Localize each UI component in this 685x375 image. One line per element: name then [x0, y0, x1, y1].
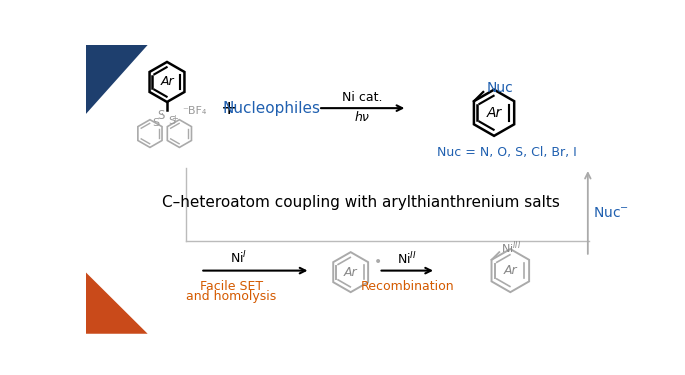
Text: Nuc: Nuc — [487, 81, 514, 95]
Text: Recombination: Recombination — [360, 279, 454, 292]
Polygon shape — [492, 249, 529, 292]
Text: Ni$^{I}$: Ni$^{I}$ — [230, 250, 248, 267]
Text: Ar: Ar — [486, 106, 501, 120]
Polygon shape — [86, 272, 148, 334]
Text: Nucleophiles: Nucleophiles — [223, 100, 321, 116]
Text: Nuc$^{-}$: Nuc$^{-}$ — [593, 206, 630, 220]
Text: and homolysis: and homolysis — [186, 290, 277, 303]
Text: S: S — [168, 116, 175, 126]
Text: hν: hν — [355, 111, 370, 124]
Polygon shape — [149, 62, 184, 102]
Text: C–heteroatom coupling with arylthianthrenium salts: C–heteroatom coupling with arylthianthre… — [162, 195, 560, 210]
Text: Ni$^{III}$: Ni$^{III}$ — [501, 239, 521, 256]
Text: Facile SET: Facile SET — [200, 279, 263, 292]
Text: .: . — [161, 106, 164, 116]
Text: +: + — [221, 99, 237, 118]
Polygon shape — [474, 90, 514, 136]
Text: Ni cat.: Ni cat. — [342, 91, 382, 104]
Text: +: + — [171, 114, 178, 123]
Polygon shape — [138, 120, 162, 147]
Polygon shape — [86, 45, 148, 114]
Text: Nuc = N, O, S, Cl, Br, I: Nuc = N, O, S, Cl, Br, I — [437, 146, 577, 159]
Text: Ar: Ar — [344, 266, 358, 279]
Text: ⁻BF₄: ⁻BF₄ — [182, 106, 207, 116]
Text: •: • — [374, 255, 382, 269]
Text: Ar: Ar — [503, 264, 517, 277]
Text: S: S — [153, 118, 160, 128]
Polygon shape — [167, 120, 192, 147]
Polygon shape — [333, 252, 368, 292]
Text: Ni$^{II}$: Ni$^{II}$ — [397, 251, 417, 267]
Text: Ar: Ar — [160, 75, 174, 88]
Text: S: S — [157, 109, 164, 122]
